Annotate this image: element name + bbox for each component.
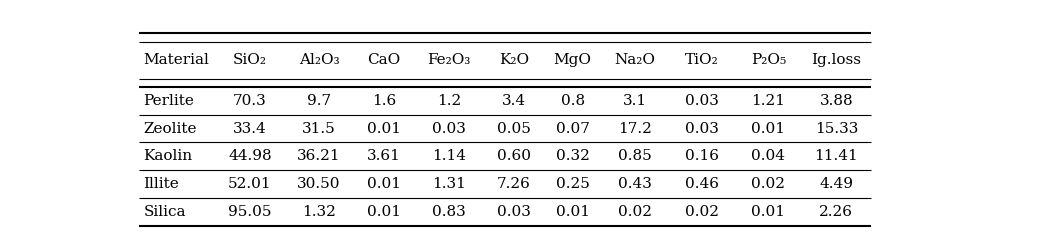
Text: Zeolite: Zeolite — [144, 121, 197, 135]
Text: 0.32: 0.32 — [556, 150, 590, 164]
Text: 70.3: 70.3 — [233, 94, 266, 108]
Text: 3.88: 3.88 — [819, 94, 853, 108]
Text: CaO: CaO — [367, 53, 401, 67]
Text: 30.50: 30.50 — [297, 177, 341, 191]
Text: 11.41: 11.41 — [814, 150, 858, 164]
Text: 1.32: 1.32 — [302, 205, 336, 219]
Text: K₂O: K₂O — [499, 53, 529, 67]
Text: 0.01: 0.01 — [751, 205, 786, 219]
Text: 0.01: 0.01 — [367, 177, 401, 191]
Text: 0.25: 0.25 — [556, 177, 590, 191]
Text: 0.85: 0.85 — [618, 150, 652, 164]
Text: 0.03: 0.03 — [497, 205, 531, 219]
Text: Na₂O: Na₂O — [615, 53, 656, 67]
Text: 0.02: 0.02 — [751, 177, 786, 191]
Text: 0.03: 0.03 — [432, 121, 466, 135]
Text: 95.05: 95.05 — [228, 205, 272, 219]
Text: TiO₂: TiO₂ — [685, 53, 719, 67]
Text: Kaolin: Kaolin — [144, 150, 192, 164]
Text: Material: Material — [144, 53, 209, 67]
Text: 0.83: 0.83 — [432, 205, 466, 219]
Text: 1.14: 1.14 — [432, 150, 466, 164]
Text: 1.21: 1.21 — [751, 94, 786, 108]
Text: 0.01: 0.01 — [751, 121, 786, 135]
Text: 0.02: 0.02 — [618, 205, 652, 219]
Text: Silica: Silica — [144, 205, 186, 219]
Text: SiO₂: SiO₂ — [233, 53, 266, 67]
Text: 0.01: 0.01 — [556, 205, 590, 219]
Text: 0.02: 0.02 — [685, 205, 719, 219]
Text: P₂O₅: P₂O₅ — [751, 53, 786, 67]
Text: 7.26: 7.26 — [497, 177, 531, 191]
Text: Illite: Illite — [144, 177, 179, 191]
Text: 0.8: 0.8 — [560, 94, 584, 108]
Text: 3.61: 3.61 — [367, 150, 401, 164]
Text: 0.07: 0.07 — [556, 121, 590, 135]
Text: 31.5: 31.5 — [302, 121, 336, 135]
Text: 3.1: 3.1 — [623, 94, 647, 108]
Text: 15.33: 15.33 — [815, 121, 858, 135]
Text: 44.98: 44.98 — [228, 150, 272, 164]
Text: 0.16: 0.16 — [685, 150, 719, 164]
Text: 36.21: 36.21 — [297, 150, 341, 164]
Text: 17.2: 17.2 — [618, 121, 652, 135]
Text: 4.49: 4.49 — [819, 177, 854, 191]
Text: 0.01: 0.01 — [367, 205, 401, 219]
Text: 1.6: 1.6 — [371, 94, 397, 108]
Text: MgO: MgO — [554, 53, 592, 67]
Text: 9.7: 9.7 — [307, 94, 331, 108]
Text: Perlite: Perlite — [144, 94, 194, 108]
Text: 2.26: 2.26 — [819, 205, 854, 219]
Text: 0.01: 0.01 — [367, 121, 401, 135]
Text: 0.60: 0.60 — [497, 150, 531, 164]
Text: 0.03: 0.03 — [685, 121, 719, 135]
Text: Ig.loss: Ig.loss — [811, 53, 861, 67]
Text: 3.4: 3.4 — [502, 94, 527, 108]
Text: 0.03: 0.03 — [685, 94, 719, 108]
Text: 52.01: 52.01 — [228, 177, 272, 191]
Text: Fe₂O₃: Fe₂O₃ — [427, 53, 471, 67]
Text: Al₂O₃: Al₂O₃ — [299, 53, 339, 67]
Text: 33.4: 33.4 — [233, 121, 266, 135]
Text: 1.2: 1.2 — [436, 94, 462, 108]
Text: 0.04: 0.04 — [751, 150, 786, 164]
Text: 0.05: 0.05 — [497, 121, 531, 135]
Text: 0.43: 0.43 — [618, 177, 652, 191]
Text: 0.46: 0.46 — [685, 177, 719, 191]
Text: 1.31: 1.31 — [432, 177, 466, 191]
